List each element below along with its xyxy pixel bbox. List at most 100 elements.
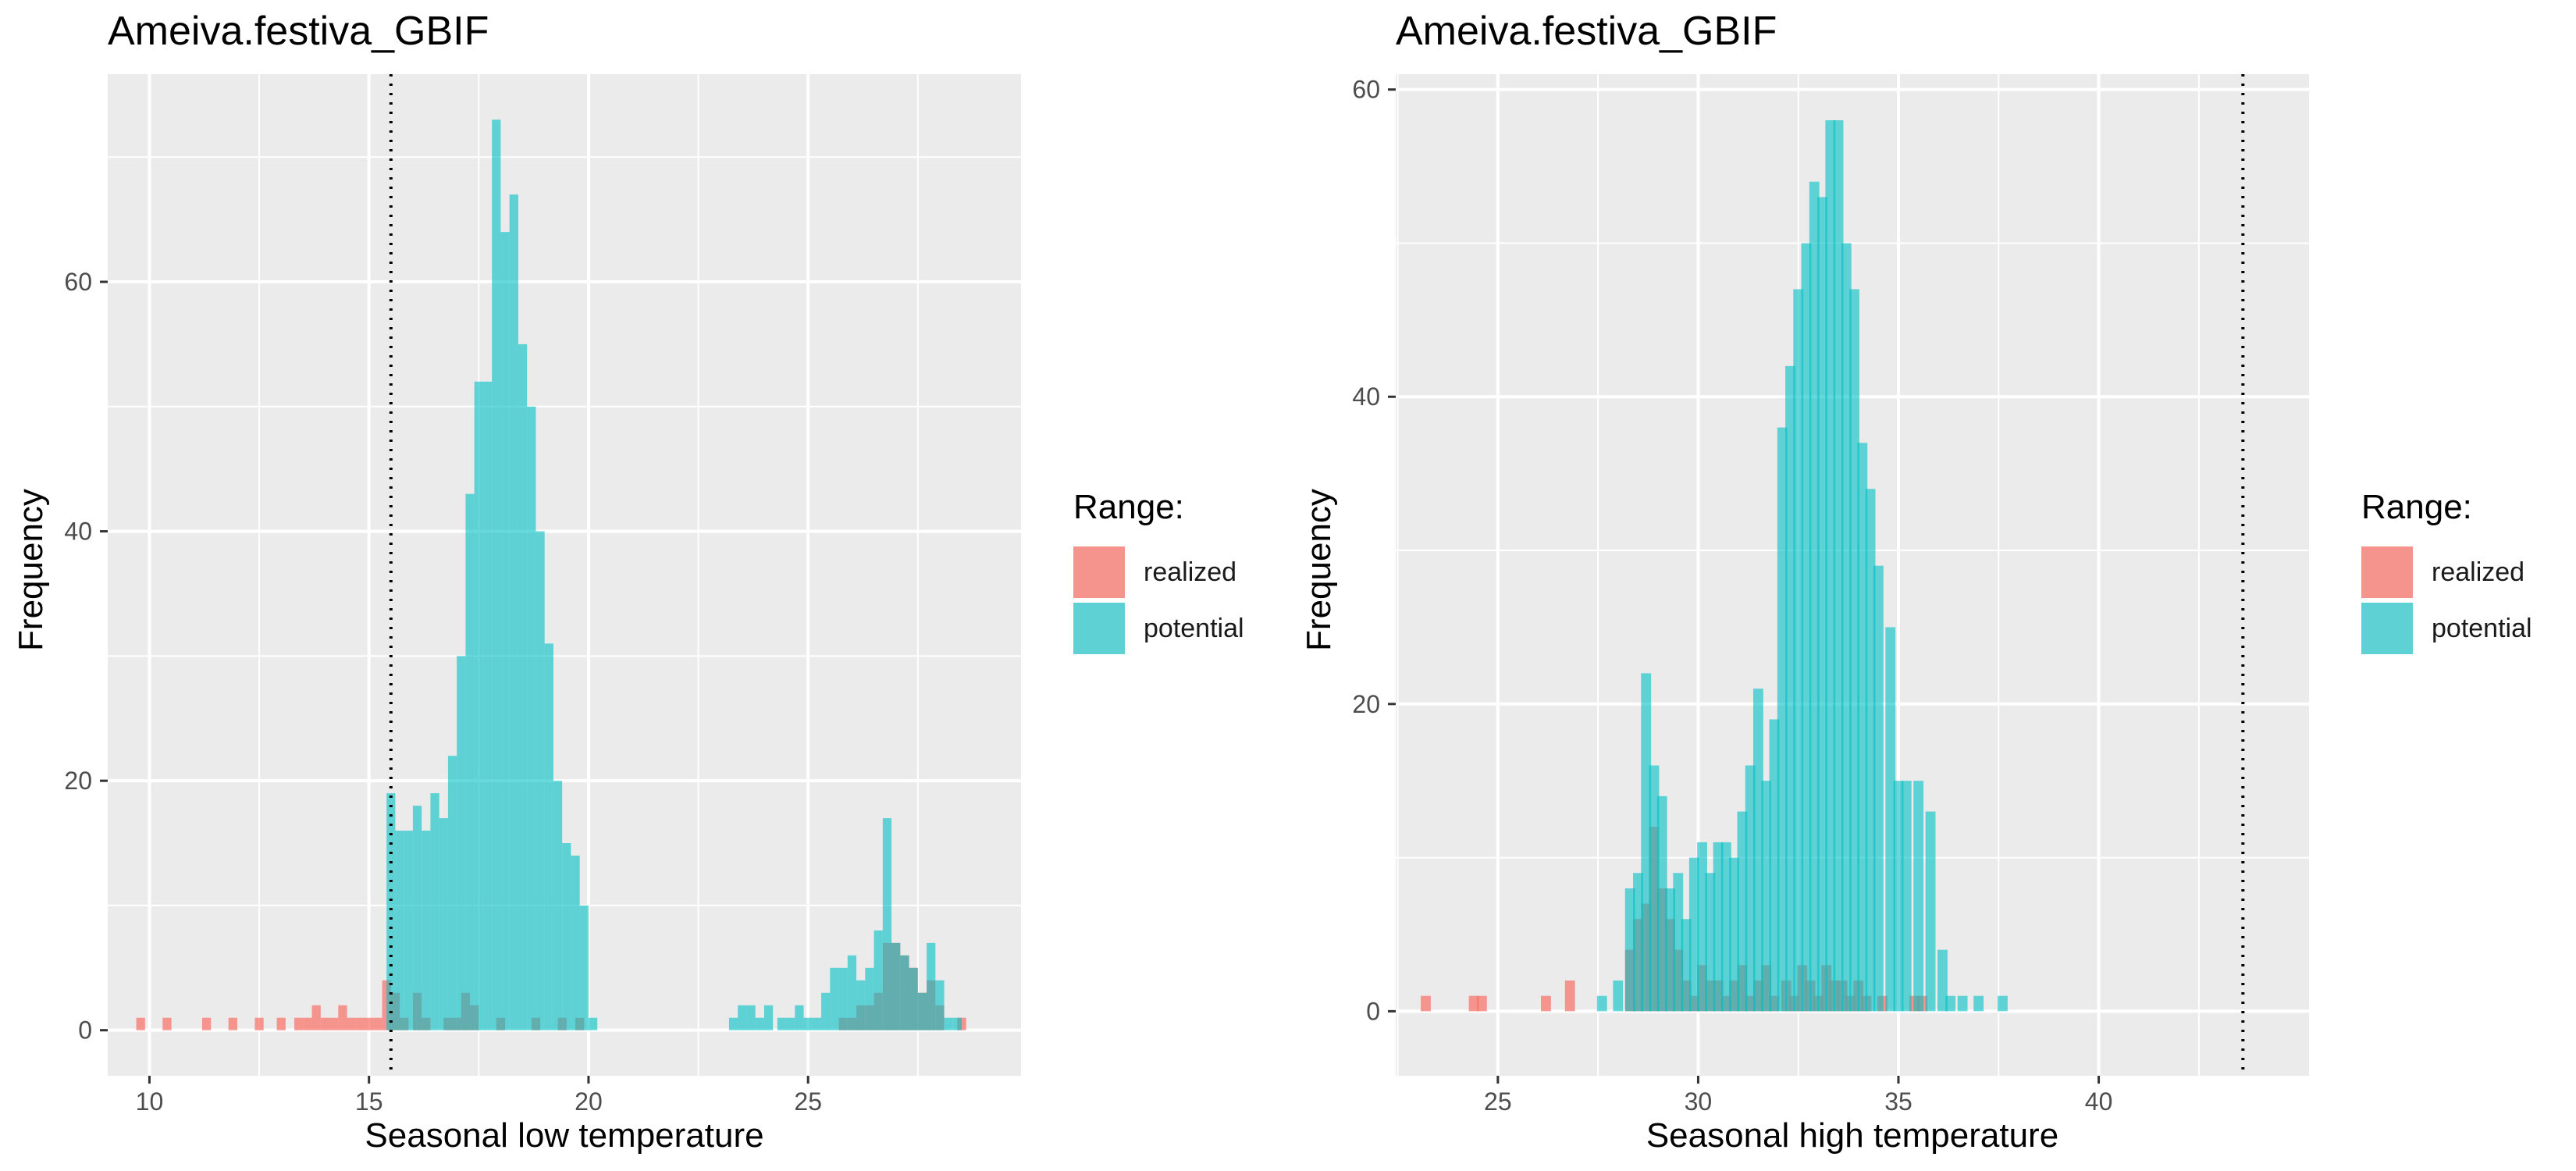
bar-potential bbox=[935, 980, 945, 1030]
bar-realized bbox=[373, 1017, 382, 1030]
bar-potential bbox=[812, 1017, 822, 1030]
bar-potential bbox=[1957, 995, 1968, 1012]
legend-item-potential: potential bbox=[1073, 600, 1244, 657]
x-tick-label: 40 bbox=[2085, 1087, 2113, 1116]
legend-item-realized: realized bbox=[1073, 544, 1244, 600]
legend-swatch-realized bbox=[1073, 546, 1125, 598]
legend-label-potential: potential bbox=[1144, 613, 1244, 643]
bar-potential bbox=[1769, 719, 1780, 1012]
bar-potential bbox=[1697, 842, 1707, 1012]
legend-swatch-realized bbox=[2361, 546, 2413, 598]
bar-potential bbox=[492, 119, 501, 1030]
bar-realized bbox=[355, 1017, 365, 1030]
bar-potential bbox=[544, 643, 553, 1030]
chart-panel-low-temperature: Ameiva.festiva_GBIF 10 15 20 25 0 20 40 60 Seas… bbox=[12, 9, 1244, 1155]
bar-potential bbox=[917, 992, 927, 1030]
y-axis-label: Frequency bbox=[12, 489, 50, 651]
bar-potential bbox=[430, 793, 439, 1030]
bar-realized bbox=[1421, 995, 1431, 1012]
legend-swatch-potential bbox=[1073, 603, 1125, 654]
bar-potential bbox=[865, 967, 874, 1030]
bar-potential bbox=[1973, 995, 1984, 1012]
bar-potential bbox=[1833, 120, 1844, 1012]
bar-potential bbox=[447, 756, 457, 1030]
x-tick-label: 15 bbox=[355, 1087, 383, 1116]
bar-potential bbox=[527, 406, 536, 1030]
legend-label-realized: realized bbox=[1144, 557, 1237, 587]
y-tick-label: 60 bbox=[1352, 76, 1380, 104]
x-tick-label: 25 bbox=[794, 1087, 822, 1116]
bar-potential bbox=[1633, 873, 1643, 1012]
bar-potential bbox=[439, 818, 448, 1030]
bar-potential bbox=[1656, 795, 1667, 1012]
bar-potential bbox=[909, 967, 918, 1030]
chart-title: Ameiva.festiva_GBIF bbox=[1396, 9, 1777, 54]
bar-potential bbox=[422, 831, 431, 1030]
bar-potential bbox=[509, 194, 518, 1030]
bar-potential bbox=[830, 967, 839, 1030]
legend-swatch-potential bbox=[2361, 603, 2413, 654]
bar-realized bbox=[311, 1005, 321, 1030]
bar-potential bbox=[1624, 888, 1635, 1012]
legend-item-realized: realized bbox=[2361, 544, 2532, 600]
legend: Range: realized potential bbox=[1073, 488, 1244, 657]
x-tick-label: 25 bbox=[1484, 1087, 1512, 1116]
bar-potential bbox=[1893, 781, 1904, 1012]
bar-realized bbox=[1476, 995, 1487, 1012]
bar-potential bbox=[728, 1017, 738, 1030]
bar-realized bbox=[254, 1017, 264, 1030]
y-tick-label: 40 bbox=[1352, 383, 1380, 411]
bar-potential bbox=[755, 1017, 764, 1030]
bar-potential bbox=[1825, 120, 1836, 1012]
bar-potential bbox=[1613, 980, 1624, 1012]
bar-potential bbox=[1937, 949, 1948, 1012]
bar-potential bbox=[927, 942, 936, 1030]
legend-title: Range: bbox=[1073, 488, 1184, 526]
legend-label-potential: potential bbox=[2432, 613, 2532, 643]
bar-potential bbox=[786, 1017, 795, 1030]
bar-realized bbox=[294, 1017, 304, 1030]
bar-potential bbox=[1885, 627, 1896, 1012]
bar-realized bbox=[320, 1017, 330, 1030]
bar-potential bbox=[1793, 289, 1804, 1012]
bar-potential bbox=[457, 656, 466, 1030]
bar-potential bbox=[795, 1005, 804, 1030]
bar-realized bbox=[201, 1017, 212, 1030]
bar-potential bbox=[1761, 781, 1772, 1012]
bar-potential bbox=[553, 781, 563, 1030]
bar-potential bbox=[873, 930, 883, 1030]
bar-potential bbox=[1901, 781, 1912, 1012]
bar-potential bbox=[1745, 765, 1756, 1012]
bar-potential bbox=[746, 1005, 756, 1030]
y-tick-label: 40 bbox=[64, 518, 92, 546]
bar-potential bbox=[1857, 443, 1868, 1012]
bar-potential bbox=[838, 967, 848, 1030]
histogram-plot-low: 10 15 20 25 0 20 40 60 bbox=[64, 74, 1021, 1116]
bar-potential bbox=[465, 493, 475, 1030]
bar-potential bbox=[1720, 842, 1731, 1012]
bar-realized bbox=[228, 1017, 237, 1030]
y-tick-label: 0 bbox=[1366, 997, 1380, 1025]
bar-potential bbox=[1777, 427, 1788, 1012]
bar-potential bbox=[588, 1017, 598, 1030]
bar-potential bbox=[518, 343, 528, 1030]
bar-realized bbox=[1564, 980, 1575, 1012]
bar-potential bbox=[395, 831, 404, 1030]
x-tick-label: 10 bbox=[136, 1087, 164, 1116]
bar-potential bbox=[738, 1005, 747, 1030]
bar-potential bbox=[1752, 689, 1763, 1012]
histogram-plot-high: 25 30 35 40 0 20 40 60 bbox=[1352, 74, 2309, 1116]
bar-potential bbox=[1729, 857, 1740, 1012]
bar-potential bbox=[891, 942, 901, 1030]
bar-potential bbox=[571, 855, 580, 1030]
bar-potential bbox=[386, 793, 396, 1030]
bar-realized bbox=[276, 1017, 286, 1030]
bar-potential bbox=[944, 1017, 953, 1030]
x-tick-label: 30 bbox=[1685, 1087, 1713, 1116]
bar-potential bbox=[482, 381, 493, 1030]
y-axis-label: Frequency bbox=[1300, 489, 1338, 651]
bar-potential bbox=[821, 992, 831, 1030]
bar-potential bbox=[500, 232, 510, 1030]
bar-potential bbox=[900, 955, 909, 1030]
bar-potential bbox=[1801, 243, 1812, 1012]
